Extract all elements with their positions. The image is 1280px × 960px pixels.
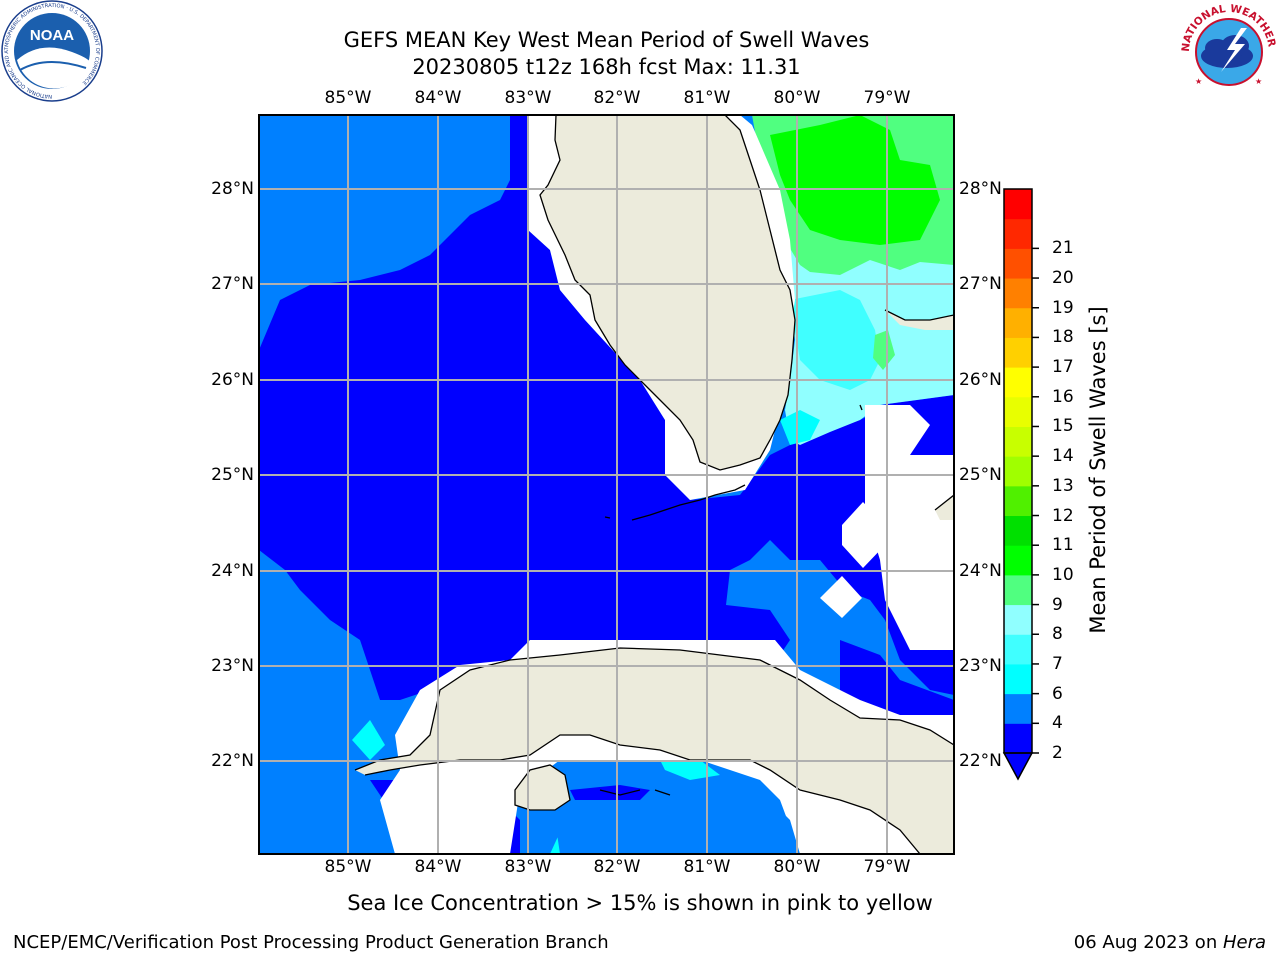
colorbar-swatch [1004,634,1032,665]
colorbar-tick-label: 6 [1052,683,1063,704]
noaa-logo: NOAA NATIONAL OCEANIC AND ATMOSPHERIC AD… [1,0,103,102]
colorbar-swatch [1004,396,1032,427]
nws-logo: NATIONAL WEATHER SERVICE ★ ★ [1177,0,1278,100]
lat-label-left: 27°N [211,274,254,294]
colorbar-swatch [1004,663,1032,695]
cuba-land [355,648,954,854]
lon-label-bottom: 79°W [863,857,911,877]
colorbar-tick-label: 20 [1052,268,1074,289]
map-frame [258,114,955,855]
colorbar-tick-label: 16 [1052,386,1074,407]
lat-label-right: 24°N [959,561,1002,581]
colorbar-tick-label: 21 [1052,238,1074,259]
no-data-diamond-1 [842,502,885,568]
lon-label-bottom: 83°W [504,857,552,877]
lon-label-top: 85°W [324,88,372,108]
lat-label-right: 28°N [959,179,1002,199]
colorbar-tick-label: 4 [1052,713,1063,734]
lon-label-bottom: 81°W [683,857,731,877]
lat-label-right: 25°N [959,465,1002,485]
credit-line: NCEP/EMC/Verification Post Processing Pr… [13,932,609,953]
lat-label-left: 22°N [211,751,254,771]
lat-label-right: 23°N [959,656,1002,676]
colorbar-tick-label: 10 [1052,564,1074,585]
swell-band-9-10-spot [873,330,895,370]
colorbar-tick-label: 18 [1052,327,1074,348]
svg-text:★: ★ [1255,77,1262,86]
lat-label-right: 22°N [959,751,1002,771]
lon-label-top: 83°W [504,88,552,108]
colorbar-label: Mean Period of Swell Waves [s] [1086,306,1110,634]
noaa-logo-text: NOAA [30,27,74,44]
colorbar-swatch [1004,367,1032,398]
graticule [259,115,954,854]
lon-label-top: 79°W [863,88,911,108]
lat-label-left: 23°N [211,656,254,676]
colorbar-tick-label: 2 [1052,743,1063,763]
colorbar-swatch [1004,604,1032,635]
swell-band-6-7-west [352,720,385,760]
colorbar-tick-label: 12 [1052,505,1074,526]
colorbar-swatch [1004,515,1032,546]
swell-band-2-4 [259,115,954,700]
colorbar-tick-label: 15 [1052,416,1074,437]
lat-label-left: 26°N [211,370,254,390]
colorbar-tick-label: 19 [1052,297,1074,318]
lon-label-top: 80°W [773,88,821,108]
colorbar-swatch [1004,278,1032,309]
colorbar-tick-label: 11 [1052,535,1074,556]
lon-label-bottom: 85°W [324,857,372,877]
colorbar-swatch [1004,485,1032,517]
lat-label-right: 27°N [959,274,1002,294]
colorbar-tick-label: 9 [1052,594,1063,615]
colorbar-swatch [1004,218,1032,249]
chart-subtitle: 20230805 t12z 168h fcst Max: 11.31 [412,55,801,79]
andros-land [935,495,954,520]
svg-text:★: ★ [1195,77,1202,86]
lat-label-left: 28°N [211,179,254,199]
lon-label-top: 81°W [683,88,731,108]
colorbar-swatch [1004,307,1032,338]
lon-label-bottom: 84°W [414,857,462,877]
lat-label-left: 25°N [211,465,254,485]
colorbar-frame [1003,188,1033,754]
run-date-text: 06 Aug 2023 on [1073,932,1223,953]
lat-label-right: 26°N [959,370,1002,390]
swell-band-6-7-top [660,760,720,780]
lon-label-bottom: 82°W [593,857,641,877]
swell-band-6-7 [780,410,820,445]
colorbar-swatch [1004,693,1032,724]
sea-ice-note: Sea Ice Concentration > 15% is shown in … [347,891,933,915]
map-field [259,115,954,854]
colorbar-tick-label: 13 [1052,475,1074,496]
run-date: 06 Aug 2023 on Hera [1074,932,1266,953]
colorbar-swatch [1004,456,1032,487]
colorbar-swatch [1004,337,1032,368]
colorbar-tick-label: 7 [1052,653,1063,674]
machine-name: Hera [1222,932,1266,953]
colorbar-tick-label: 8 [1052,624,1063,645]
colorbar-extend-arrow [1002,752,1034,781]
swell-band-10-11 [770,115,940,245]
colorbar-tick-label: 17 [1052,357,1074,378]
colorbar-swatch [1004,189,1032,220]
colorbar-swatch [1004,545,1032,576]
lon-label-top: 84°W [414,88,462,108]
lon-label-top: 82°W [593,88,641,108]
colorbar-swatch [1004,574,1032,606]
lon-label-bottom: 80°W [773,857,821,877]
colorbar-swatch [1004,723,1032,754]
colorbar [1002,188,1039,781]
florida-land [540,115,795,470]
colorbar-swatch [1004,426,1032,457]
colorbar-tick-label: 14 [1052,446,1074,467]
colorbar-swatch [1004,248,1032,279]
no-data-diamond-2 [820,576,862,618]
swell-band-7-8 [790,290,880,390]
chart-title: GEFS MEAN Key West Mean Period of Swell … [343,28,870,52]
lat-label-left: 24°N [211,561,254,581]
